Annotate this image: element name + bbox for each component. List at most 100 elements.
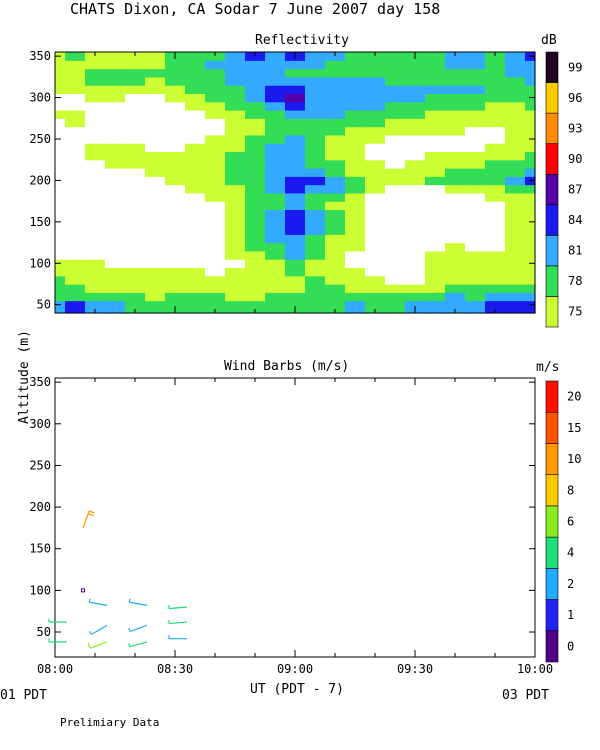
footnote: Prelimiary Data bbox=[60, 716, 160, 729]
heatmap-cell bbox=[305, 226, 326, 235]
heatmap-cell bbox=[485, 110, 506, 119]
heatmap-cell bbox=[465, 118, 486, 128]
wind-barb bbox=[48, 638, 67, 643]
heatmap-cell bbox=[125, 209, 146, 219]
heatmap-cell bbox=[285, 118, 306, 128]
heatmap-cell bbox=[65, 159, 86, 169]
heatmap-cell bbox=[245, 85, 266, 95]
heatmap-cell bbox=[385, 143, 406, 153]
heatmap-cell bbox=[445, 242, 466, 252]
colorbar-swatch bbox=[545, 265, 559, 297]
heatmap-cell bbox=[445, 118, 466, 128]
heatmap-cell bbox=[85, 126, 106, 136]
heatmap-cell bbox=[265, 184, 286, 194]
heatmap-cell bbox=[85, 300, 106, 314]
heatmap-cell bbox=[445, 143, 466, 153]
heatmap-cell bbox=[525, 118, 536, 128]
heatmap-cell bbox=[325, 85, 346, 95]
heatmap-cell bbox=[225, 159, 246, 169]
barb-shaft bbox=[89, 641, 108, 649]
heatmap-cell bbox=[505, 159, 526, 169]
heatmap-cell bbox=[265, 300, 286, 314]
heatmap-cell bbox=[385, 292, 406, 302]
heatmap-cell bbox=[145, 93, 166, 103]
heatmap-cell bbox=[55, 250, 66, 260]
heatmap-cell bbox=[205, 184, 226, 194]
heatmap-cell bbox=[65, 275, 86, 285]
heatmap-cell bbox=[185, 76, 206, 86]
heatmap-cell bbox=[425, 134, 446, 144]
heatmap-cell bbox=[165, 226, 186, 235]
heatmap-cell bbox=[205, 93, 226, 103]
heatmap-cell bbox=[385, 168, 406, 177]
heatmap-cell bbox=[445, 184, 466, 194]
heatmap-cell bbox=[425, 126, 446, 136]
wind-barb bbox=[128, 598, 148, 606]
barb-shaft bbox=[89, 601, 108, 606]
heatmap-cell bbox=[285, 292, 306, 302]
heatmap-cell bbox=[385, 209, 406, 219]
heatmap-cell bbox=[445, 192, 466, 202]
wind-barb bbox=[81, 588, 85, 593]
heatmap-cell bbox=[525, 192, 536, 202]
heatmap-cell bbox=[365, 242, 386, 252]
heatmap-cell bbox=[525, 151, 536, 161]
heatmap-cell bbox=[325, 275, 346, 285]
heatmap-cell bbox=[505, 110, 526, 119]
heatmap-cell bbox=[365, 118, 386, 128]
heatmap-cell bbox=[165, 176, 186, 186]
heatmap-cell bbox=[65, 284, 86, 293]
heatmap-cell bbox=[265, 267, 286, 277]
heatmap-cell bbox=[345, 234, 366, 244]
heatmap-cell bbox=[525, 234, 536, 244]
heatmap-cell bbox=[305, 68, 326, 78]
y-tick-label: 300 bbox=[29, 91, 51, 105]
heatmap-cell bbox=[505, 143, 526, 153]
heatmap-cell bbox=[485, 85, 506, 95]
heatmap-cell bbox=[365, 93, 386, 103]
reflectivity-chart: 50 100 150 200 250 300 350 75 78 81 84 87 90 93 96 99 bbox=[29, 49, 582, 328]
heatmap-cell bbox=[425, 143, 446, 153]
heatmap-cell bbox=[285, 259, 306, 269]
heatmap-cell bbox=[245, 151, 266, 161]
heatmap-cell bbox=[325, 184, 346, 194]
heatmap-cell bbox=[125, 151, 146, 161]
heatmap-cell bbox=[485, 192, 506, 202]
heatmap-cell bbox=[245, 176, 266, 186]
heatmap-cell bbox=[85, 192, 106, 202]
heatmap-cell bbox=[265, 110, 286, 119]
colorbar-label: 4 bbox=[567, 546, 574, 560]
heatmap-cell bbox=[405, 118, 426, 128]
heatmap-cell bbox=[65, 85, 86, 95]
heatmap-cell bbox=[365, 275, 386, 285]
heatmap-cell bbox=[225, 101, 246, 111]
heatmap-cell bbox=[105, 184, 126, 194]
heatmap-cell bbox=[385, 134, 406, 144]
heatmap-cell bbox=[405, 101, 426, 111]
heatmap-cell bbox=[125, 234, 146, 244]
heatmap-cell bbox=[145, 143, 166, 153]
heatmap-cell bbox=[385, 217, 406, 227]
colorbar-swatch bbox=[545, 143, 559, 175]
heatmap-cell bbox=[205, 275, 226, 285]
heatmap-cell bbox=[185, 234, 206, 244]
heatmap-cell bbox=[485, 143, 506, 153]
heatmap-cell bbox=[425, 201, 446, 211]
heatmap-cell bbox=[325, 250, 346, 260]
colorbar-swatch bbox=[545, 112, 559, 144]
heatmap-cell bbox=[105, 76, 126, 86]
heatmap-cell bbox=[485, 209, 506, 219]
heatmap-cell bbox=[505, 217, 526, 227]
heatmap-cell bbox=[65, 217, 86, 227]
heatmap-cell bbox=[425, 217, 446, 227]
heatmap-cell bbox=[425, 250, 446, 260]
wind-barb bbox=[128, 624, 148, 633]
heatmap-cell bbox=[165, 134, 186, 144]
heatmap-cell bbox=[465, 192, 486, 202]
heatmap-cell bbox=[245, 168, 266, 177]
heatmap-cell bbox=[325, 217, 346, 227]
heatmap-cell bbox=[165, 201, 186, 211]
heatmap-cell bbox=[305, 292, 326, 302]
y-tick-label: 150 bbox=[29, 215, 51, 229]
heatmap-cell bbox=[305, 101, 326, 111]
